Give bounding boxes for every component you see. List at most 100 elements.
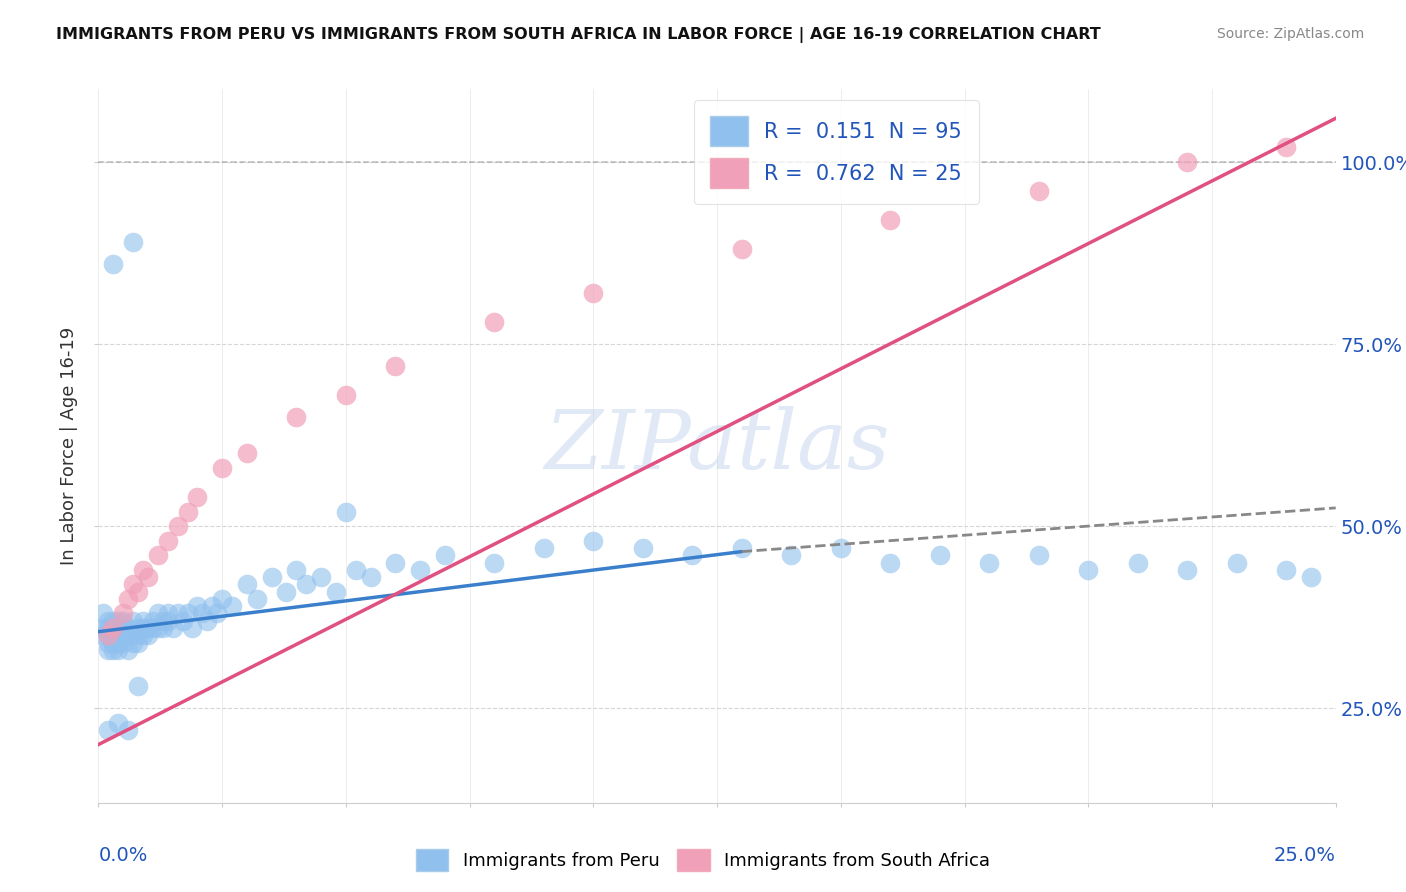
Point — [136, 570, 159, 584]
Point — [103, 257, 125, 271]
Point — [93, 621, 115, 635]
Point — [122, 614, 145, 628]
Point — [103, 628, 125, 642]
Point — [384, 359, 406, 373]
Point — [211, 591, 233, 606]
Point — [103, 621, 125, 635]
Point — [107, 635, 129, 649]
Point — [107, 621, 129, 635]
Point — [533, 541, 555, 555]
Point — [122, 577, 145, 591]
Text: 0.0%: 0.0% — [98, 846, 148, 864]
Point — [176, 504, 198, 518]
Legend: Immigrants from Peru, Immigrants from South Africa: Immigrants from Peru, Immigrants from So… — [408, 842, 998, 879]
Text: ZIPatlas: ZIPatlas — [544, 406, 890, 486]
Point — [162, 621, 184, 635]
Point — [335, 504, 357, 518]
Point — [97, 614, 120, 628]
Point — [103, 621, 125, 635]
Point — [122, 628, 145, 642]
Point — [879, 213, 901, 227]
Point — [117, 643, 139, 657]
Point — [246, 591, 269, 606]
Point — [731, 541, 754, 555]
Point — [928, 548, 950, 562]
Point — [97, 635, 120, 649]
Point — [1275, 563, 1298, 577]
Point — [107, 614, 129, 628]
Point — [484, 315, 506, 329]
Point — [344, 563, 367, 577]
Point — [1126, 556, 1149, 570]
Point — [103, 635, 125, 649]
Point — [136, 628, 159, 642]
Point — [146, 607, 169, 621]
Point — [146, 621, 169, 635]
Point — [107, 643, 129, 657]
Point — [631, 541, 654, 555]
Point — [260, 570, 283, 584]
Point — [1175, 563, 1198, 577]
Point — [97, 628, 120, 642]
Point — [1028, 548, 1050, 562]
Point — [127, 679, 149, 693]
Point — [276, 584, 298, 599]
Point — [132, 621, 155, 635]
Point — [285, 409, 308, 424]
Point — [1077, 563, 1099, 577]
Point — [1028, 184, 1050, 198]
Point — [1299, 570, 1322, 584]
Point — [181, 621, 204, 635]
Point — [132, 614, 155, 628]
Point — [127, 621, 149, 635]
Text: Source: ZipAtlas.com: Source: ZipAtlas.com — [1216, 27, 1364, 41]
Point — [107, 628, 129, 642]
Point — [205, 607, 228, 621]
Point — [360, 570, 382, 584]
Text: 25.0%: 25.0% — [1274, 846, 1336, 864]
Point — [112, 621, 135, 635]
Point — [830, 541, 852, 555]
Text: IMMIGRANTS FROM PERU VS IMMIGRANTS FROM SOUTH AFRICA IN LABOR FORCE | AGE 16-19 : IMMIGRANTS FROM PERU VS IMMIGRANTS FROM … — [56, 27, 1101, 43]
Point — [582, 286, 605, 301]
Point — [107, 715, 129, 730]
Point — [384, 556, 406, 570]
Point — [201, 599, 224, 614]
Point — [325, 584, 347, 599]
Point — [335, 388, 357, 402]
Point — [152, 621, 174, 635]
Point — [93, 607, 115, 621]
Point — [136, 621, 159, 635]
Point — [132, 628, 155, 642]
Point — [103, 621, 125, 635]
Point — [731, 243, 754, 257]
Point — [176, 607, 198, 621]
Y-axis label: In Labor Force | Age 16-19: In Labor Force | Age 16-19 — [60, 326, 79, 566]
Point — [285, 563, 308, 577]
Point — [112, 614, 135, 628]
Point — [186, 599, 208, 614]
Point — [221, 599, 243, 614]
Point — [93, 628, 115, 642]
Point — [112, 635, 135, 649]
Point — [97, 643, 120, 657]
Point — [1275, 140, 1298, 154]
Point — [236, 446, 259, 460]
Point — [186, 490, 208, 504]
Point — [191, 607, 214, 621]
Point — [166, 519, 188, 533]
Point — [117, 621, 139, 635]
Point — [117, 723, 139, 737]
Point — [112, 628, 135, 642]
Point — [132, 563, 155, 577]
Point — [142, 614, 165, 628]
Point — [309, 570, 332, 584]
Point — [127, 584, 149, 599]
Point — [166, 607, 188, 621]
Point — [117, 591, 139, 606]
Point — [979, 556, 1001, 570]
Point — [879, 556, 901, 570]
Point — [117, 628, 139, 642]
Point — [295, 577, 318, 591]
Point — [236, 577, 259, 591]
